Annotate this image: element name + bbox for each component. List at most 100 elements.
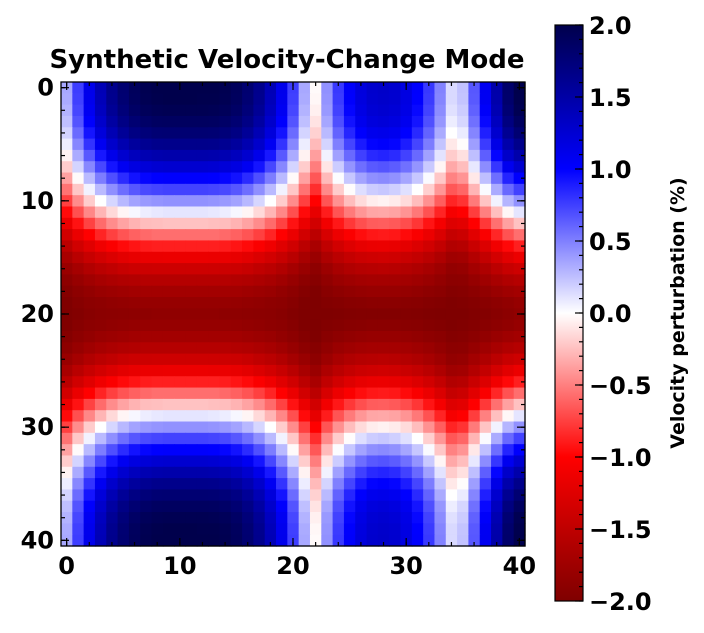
heatmap-cell: [72, 421, 85, 434]
heatmap-cell: [366, 534, 379, 547]
heatmap-cell: [94, 455, 107, 468]
heatmap-cell: [377, 353, 390, 366]
heatmap-cell: [287, 195, 300, 208]
heatmap-cell: [468, 534, 481, 547]
heatmap-cell: [377, 466, 390, 479]
heatmap-cell: [61, 342, 73, 355]
heatmap-cell: [128, 432, 141, 445]
heatmap-cell: [72, 161, 85, 174]
heatmap-cell: [513, 512, 526, 524]
heatmap-cell: [445, 500, 458, 513]
heatmap-cell: [83, 297, 96, 309]
heatmap-cell: [321, 263, 334, 275]
heatmap-cell: [434, 285, 447, 298]
heatmap-cell: [309, 455, 322, 468]
heatmap-cell: [185, 489, 198, 502]
heatmap-cell: [276, 195, 288, 208]
heatmap-cell: [72, 534, 85, 547]
heatmap-cell: [185, 217, 198, 230]
heatmap-cell: [174, 342, 187, 355]
heatmap-cell: [434, 342, 447, 355]
heatmap-cell: [230, 330, 243, 343]
heatmap-cell: [502, 330, 515, 343]
heatmap-cell: [185, 138, 198, 151]
heatmap-cell: [491, 376, 503, 389]
heatmap-cell: [287, 229, 300, 242]
heatmap-cell: [502, 251, 515, 264]
heatmap-cell: [140, 478, 153, 491]
heatmap-cell: [117, 149, 130, 162]
heatmap-cell: [321, 421, 334, 434]
heatmap-cell: [343, 421, 356, 434]
heatmap-cell: [366, 489, 379, 502]
heatmap-cell: [400, 138, 413, 151]
heatmap-cell: [366, 376, 379, 389]
heatmap-cell: [106, 82, 119, 94]
heatmap-cell: [230, 489, 243, 502]
heatmap-cell: [151, 444, 164, 457]
heatmap-cell: [479, 183, 492, 196]
heatmap-cell: [445, 263, 458, 275]
heatmap-cell: [457, 319, 470, 332]
heatmap-cell: [457, 172, 470, 185]
heatmap-cell: [411, 410, 424, 423]
heatmap-cell: [491, 410, 503, 423]
heatmap-cell: [83, 534, 96, 547]
heatmap-cell: [196, 82, 209, 94]
heatmap-cell: [513, 149, 526, 162]
heatmap-cell: [276, 104, 288, 117]
heatmap-cell: [468, 263, 481, 275]
heatmap-cell: [423, 161, 436, 174]
heatmap-cell: [468, 217, 481, 230]
heatmap-cell: [321, 432, 334, 445]
heatmap-cell: [491, 489, 503, 502]
heatmap-cell: [253, 127, 266, 140]
heatmap-cell: [140, 421, 153, 434]
heatmap-cell: [355, 195, 368, 208]
heatmap-cell: [72, 93, 85, 106]
heatmap-cell: [208, 104, 221, 117]
heatmap-cell: [106, 523, 119, 536]
heatmap-cell: [491, 297, 503, 309]
heatmap-cell: [332, 330, 345, 343]
heatmap-cell: [117, 172, 130, 185]
heatmap-cell: [151, 104, 164, 117]
heatmap-cell: [400, 432, 413, 445]
heatmap-cell: [445, 398, 458, 411]
heatmap-cell: [94, 489, 107, 502]
heatmap-cell: [276, 421, 288, 434]
heatmap-cell: [309, 82, 322, 94]
heatmap-cell: [332, 308, 345, 321]
heatmap-cell: [468, 432, 481, 445]
heatmap-cell: [83, 138, 96, 151]
heatmap-cell: [106, 161, 119, 174]
heatmap-cell: [106, 444, 119, 457]
heatmap-cell: [321, 523, 334, 536]
heatmap-cell: [513, 251, 526, 264]
heatmap-cell: [128, 206, 141, 219]
heatmap-cell: [400, 478, 413, 491]
heatmap-cell: [208, 319, 221, 332]
heatmap-cell: [208, 455, 221, 468]
heatmap-cell: [332, 432, 345, 445]
heatmap-cell: [298, 217, 311, 230]
heatmap-cell: [162, 387, 175, 400]
heatmap-cell: [411, 274, 424, 287]
heatmap-cell: [434, 534, 447, 547]
heatmap-cell: [491, 342, 503, 355]
heatmap-cell: [106, 500, 119, 513]
heatmap-cell: [264, 297, 277, 309]
heatmap-cell: [377, 478, 390, 491]
heatmap-cell: [468, 364, 481, 377]
heatmap-cell: [479, 376, 492, 389]
heatmap-cell: [219, 206, 232, 219]
heatmap-cell: [513, 161, 526, 174]
heatmap-cell: [377, 285, 390, 298]
heatmap-cell: [298, 466, 311, 479]
heatmap-cell: [94, 364, 107, 377]
heatmap-cell: [366, 297, 379, 309]
heatmap-cell: [196, 115, 209, 128]
heatmap-cell: [128, 93, 141, 106]
heatmap-cell: [106, 432, 119, 445]
heatmap-cell: [94, 421, 107, 434]
